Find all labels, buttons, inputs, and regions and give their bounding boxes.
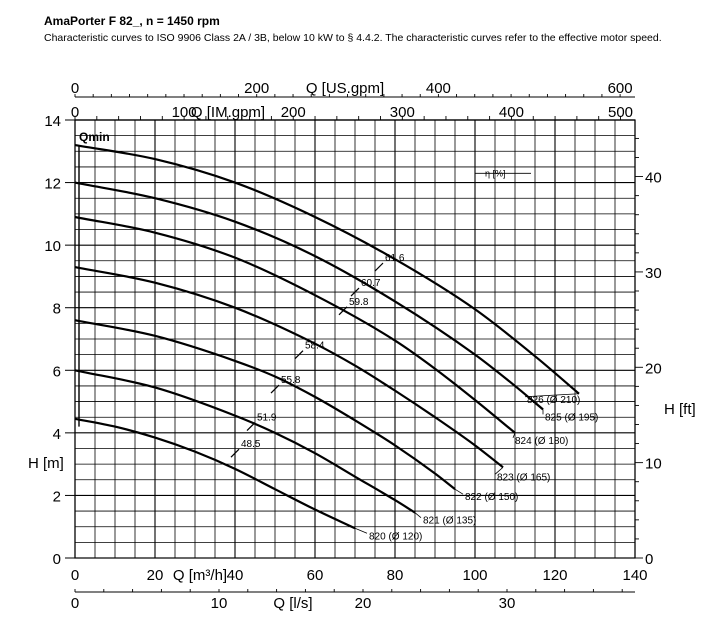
curve-label-leader bbox=[512, 432, 516, 439]
ft-tick-label: 40 bbox=[645, 170, 662, 187]
ft-tick-label: 0 bbox=[645, 551, 653, 568]
im-gpm-tick-label: 500 bbox=[608, 104, 633, 121]
y-tick-label: 4 bbox=[53, 426, 61, 443]
x-tick-label: 60 bbox=[307, 567, 324, 584]
curve-label: 824 (Ø 180) bbox=[515, 436, 568, 447]
chart-title: AmaPorter F 82_, n = 1450 rpm bbox=[44, 14, 220, 28]
efficiency-tick bbox=[246, 422, 256, 432]
ft-axis-label: H [ft] bbox=[664, 401, 696, 418]
y-tick-label: 12 bbox=[44, 176, 61, 193]
curve-label: 821 (Ø 135) bbox=[423, 516, 476, 527]
x-tick-label: 20 bbox=[147, 567, 164, 584]
efficiency-label: 61.6 bbox=[385, 253, 405, 264]
efficiency-label: 60.7 bbox=[361, 278, 381, 289]
efficiency-label: 48.5 bbox=[241, 439, 261, 450]
x-tick-label: 40 bbox=[227, 567, 244, 584]
im-gpm-tick-label: 400 bbox=[499, 104, 524, 121]
ft-tick-label: 30 bbox=[645, 265, 662, 282]
x-tick-label: 100 bbox=[462, 567, 487, 584]
pump-curve bbox=[74, 181, 544, 411]
ls-tick-label: 30 bbox=[499, 595, 516, 612]
curve-label-leader bbox=[414, 512, 422, 518]
efficiency-label: 55.8 bbox=[281, 375, 301, 386]
curve-label-leader bbox=[454, 488, 464, 495]
im-gpm-tick-label: 200 bbox=[281, 104, 306, 121]
y-tick-label: 2 bbox=[53, 488, 61, 505]
pump-curve bbox=[74, 265, 504, 469]
im-gpm-tick-label: 0 bbox=[71, 104, 79, 121]
pump-curve bbox=[74, 215, 516, 434]
pump-curve bbox=[74, 319, 456, 491]
x-axis-label: Q [m³/h] bbox=[173, 567, 227, 584]
chart-subtitle: Characteristic curves to ISO 9906 Class … bbox=[44, 32, 662, 44]
pump-curve bbox=[74, 369, 416, 514]
y-tick-label: 8 bbox=[53, 301, 61, 318]
curve-label-leader bbox=[354, 527, 368, 534]
efficiency-tick bbox=[374, 262, 384, 272]
ft-tick-label: 20 bbox=[645, 360, 662, 377]
curve-label: 826 (Ø 210) bbox=[527, 395, 580, 406]
im-gpm-axis-label: Q [IM.gpm] bbox=[191, 104, 265, 121]
efficiency-tick bbox=[294, 350, 304, 360]
us-gpm-tick-label: 0 bbox=[71, 80, 79, 97]
curve-label-leader bbox=[524, 393, 580, 398]
efficiency-tick bbox=[338, 306, 348, 316]
x-tick-label: 120 bbox=[542, 567, 567, 584]
curve-label: 825 (Ø 195) bbox=[545, 412, 598, 423]
y-axis-label: H [m] bbox=[28, 455, 64, 472]
ls-tick-label: 10 bbox=[211, 595, 228, 612]
pump-curve bbox=[74, 417, 356, 530]
y-tick-label: 0 bbox=[53, 551, 61, 568]
us-gpm-tick-label: 400 bbox=[426, 80, 451, 97]
y-tick-label: 14 bbox=[44, 113, 61, 130]
curve-label: 822 (Ø 150) bbox=[465, 492, 518, 503]
efficiency-label: 51.9 bbox=[257, 413, 277, 424]
curve-label: 820 (Ø 120) bbox=[369, 531, 422, 542]
ls-tick-label: 20 bbox=[355, 595, 372, 612]
x-tick-label: 80 bbox=[387, 567, 404, 584]
efficiency-tick bbox=[270, 384, 280, 394]
efficiency-label: 58.4 bbox=[305, 341, 325, 352]
efficiency-tick bbox=[350, 287, 360, 297]
ls-axis-label: Q [l/s] bbox=[273, 595, 312, 612]
ft-tick-label: 10 bbox=[645, 456, 662, 473]
im-gpm-tick-label: 100 bbox=[172, 104, 197, 121]
pump-curve bbox=[74, 143, 580, 395]
im-gpm-tick-label: 300 bbox=[390, 104, 415, 121]
us-gpm-axis-label: Q [US.gpm] bbox=[306, 80, 384, 97]
efficiency-label: 59.8 bbox=[349, 297, 369, 308]
ls-tick-label: 0 bbox=[71, 595, 79, 612]
qmin-label: Qmin bbox=[79, 130, 110, 144]
x-tick-label: 0 bbox=[71, 567, 79, 584]
y-tick-label: 6 bbox=[53, 363, 61, 380]
y-tick-label: 10 bbox=[44, 238, 61, 255]
us-gpm-tick-label: 200 bbox=[244, 80, 269, 97]
x-tick-label: 140 bbox=[622, 567, 647, 584]
curve-label: 823 (Ø 165) bbox=[497, 472, 550, 483]
curve-label-leader bbox=[494, 466, 504, 475]
efficiency-tick bbox=[230, 448, 240, 458]
us-gpm-tick-label: 600 bbox=[608, 80, 633, 97]
efficiency-legend-label: η [%] bbox=[485, 168, 506, 178]
